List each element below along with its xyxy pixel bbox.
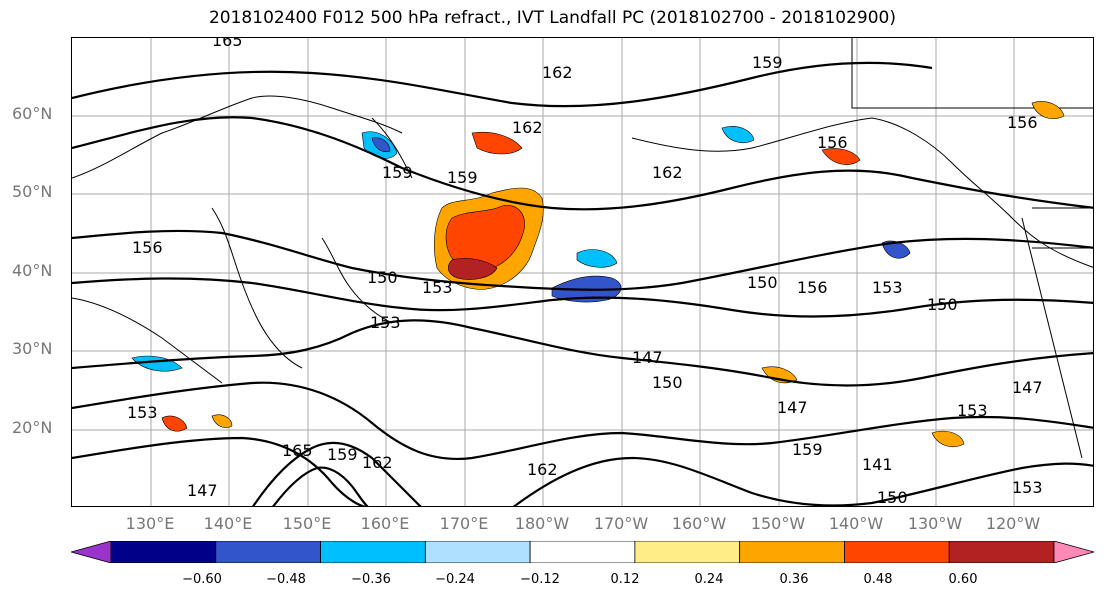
contour-label: 159 [447, 168, 478, 187]
contour-label: 165 [212, 38, 243, 50]
positive-anomaly-peak [448, 258, 498, 280]
contour-label: 159 [792, 440, 823, 459]
coastlines [72, 38, 1093, 459]
contour-label: 159 [752, 53, 783, 72]
colorbar-tick-label: 0.48 [863, 572, 893, 587]
positive-anomaly-strong [445, 205, 525, 271]
contour-label: 147 [1012, 378, 1043, 397]
contour-label: 159 [382, 163, 413, 182]
contour-label: 147 [777, 398, 808, 417]
colorbar-segment [948, 541, 1055, 563]
contour-label: 147 [632, 348, 663, 367]
colorbar-tick-label: 0.60 [948, 572, 978, 587]
map-canvas: 165 162 159 159 159 162 156 156 162 156 … [72, 38, 1093, 507]
map-panel: 165 162 159 159 159 162 156 156 162 156 … [71, 37, 1094, 507]
colorbar-segment [110, 541, 217, 563]
contour-label: 150 [652, 373, 683, 392]
contour-label: 150 [877, 488, 908, 507]
contour-label: 159 [327, 445, 358, 464]
contour-label: 156 [797, 278, 828, 297]
colorbar-tick-label: −0.36 [351, 572, 391, 587]
contour-label: 153 [957, 401, 988, 420]
contour-label: 162 [652, 163, 683, 182]
contour-label: 147 [187, 481, 218, 500]
contour-label: 150 [747, 273, 778, 292]
colorbar-segment [529, 541, 636, 563]
colorbar-tick-label: −0.60 [182, 572, 222, 587]
colorbar-tick-label: −0.24 [435, 572, 475, 587]
colorbar-extend-max [1053, 541, 1094, 563]
positive-anomaly-gulf [1031, 101, 1065, 119]
colorbar-extend-min [71, 541, 112, 563]
colorbar-tick-label: −0.12 [520, 572, 560, 587]
positive-anomaly-sw [161, 415, 188, 432]
contour-label: 150 [927, 295, 958, 314]
contour-label: 162 [527, 460, 558, 479]
colorbar-segment [320, 541, 426, 563]
lat-label-60n: 60°N [12, 104, 53, 123]
height-contours [72, 61, 1093, 506]
negative-anomaly-sw [131, 355, 183, 372]
lon-label-130w: 130°W [907, 514, 963, 533]
lon-label-150w: 150°W [750, 514, 806, 533]
colorbar-segment [844, 541, 950, 563]
contour-label: 156 [1007, 113, 1038, 132]
lon-label-140w: 140°W [828, 514, 884, 533]
colorbar-segment [215, 541, 321, 563]
lon-label-160e: 160°E [360, 514, 410, 533]
contour-label: 162 [512, 118, 543, 137]
contour-label: 156 [817, 133, 848, 152]
colorbar-tick-label: 0.36 [779, 572, 809, 587]
contour-label: 150 [367, 268, 398, 287]
colorbar-segment [634, 541, 741, 563]
lat-label-30n: 30°N [12, 339, 53, 358]
lon-label-180w: 180°W [514, 514, 570, 533]
contour-label: 153 [1012, 478, 1043, 497]
colorbar-segment [424, 541, 531, 563]
graticule [72, 38, 1093, 506]
colorbar-segment [739, 541, 845, 563]
lon-label-140e: 140°E [203, 514, 253, 533]
contour-label: 153 [422, 278, 453, 297]
positive-anomaly-north [471, 131, 523, 155]
negative-anomaly-bay [721, 126, 755, 143]
lat-label-50n: 50°N [12, 182, 53, 201]
negative-anomaly-jet-edge [576, 249, 618, 268]
lat-label-20n: 20°N [12, 418, 53, 437]
negative-anomaly-nw [371, 137, 391, 153]
colorbar-tick-label: 0.12 [610, 572, 640, 587]
lat-label-40n: 40°N [12, 261, 53, 280]
ivt-anomaly-shading [131, 101, 1065, 447]
contour-label: 153 [127, 403, 158, 422]
positive-anomaly-se [931, 430, 965, 447]
colorbar-tick-label: 0.24 [694, 572, 724, 587]
colorbar-tick-label: −0.48 [266, 572, 306, 587]
contour-labels: 165 162 159 159 159 162 156 156 162 156 … [127, 38, 1043, 507]
negative-anomaly-east [881, 240, 911, 259]
positive-anomaly-east [821, 148, 861, 165]
contour-label: 162 [542, 63, 573, 82]
lon-label-150e: 150°E [282, 514, 332, 533]
contour-label: 153 [872, 278, 903, 297]
lon-label-160w: 160°W [671, 514, 727, 533]
colorbar [71, 541, 1094, 563]
lon-label-170e: 170°E [439, 514, 489, 533]
contour-label: 162 [362, 453, 393, 472]
contour-label: 141 [862, 455, 893, 474]
positive-anomaly-sw-edge [211, 414, 233, 428]
contour-label: 165 [282, 441, 313, 460]
lon-label-120w: 120°W [985, 514, 1041, 533]
lon-label-130e: 130°E [125, 514, 175, 533]
contour-label: 153 [370, 313, 401, 332]
map-title: 2018102400 F012 500 hPa refract., IVT La… [208, 8, 896, 28]
contour-label: 156 [132, 238, 163, 257]
lon-label-170w: 170°W [593, 514, 649, 533]
